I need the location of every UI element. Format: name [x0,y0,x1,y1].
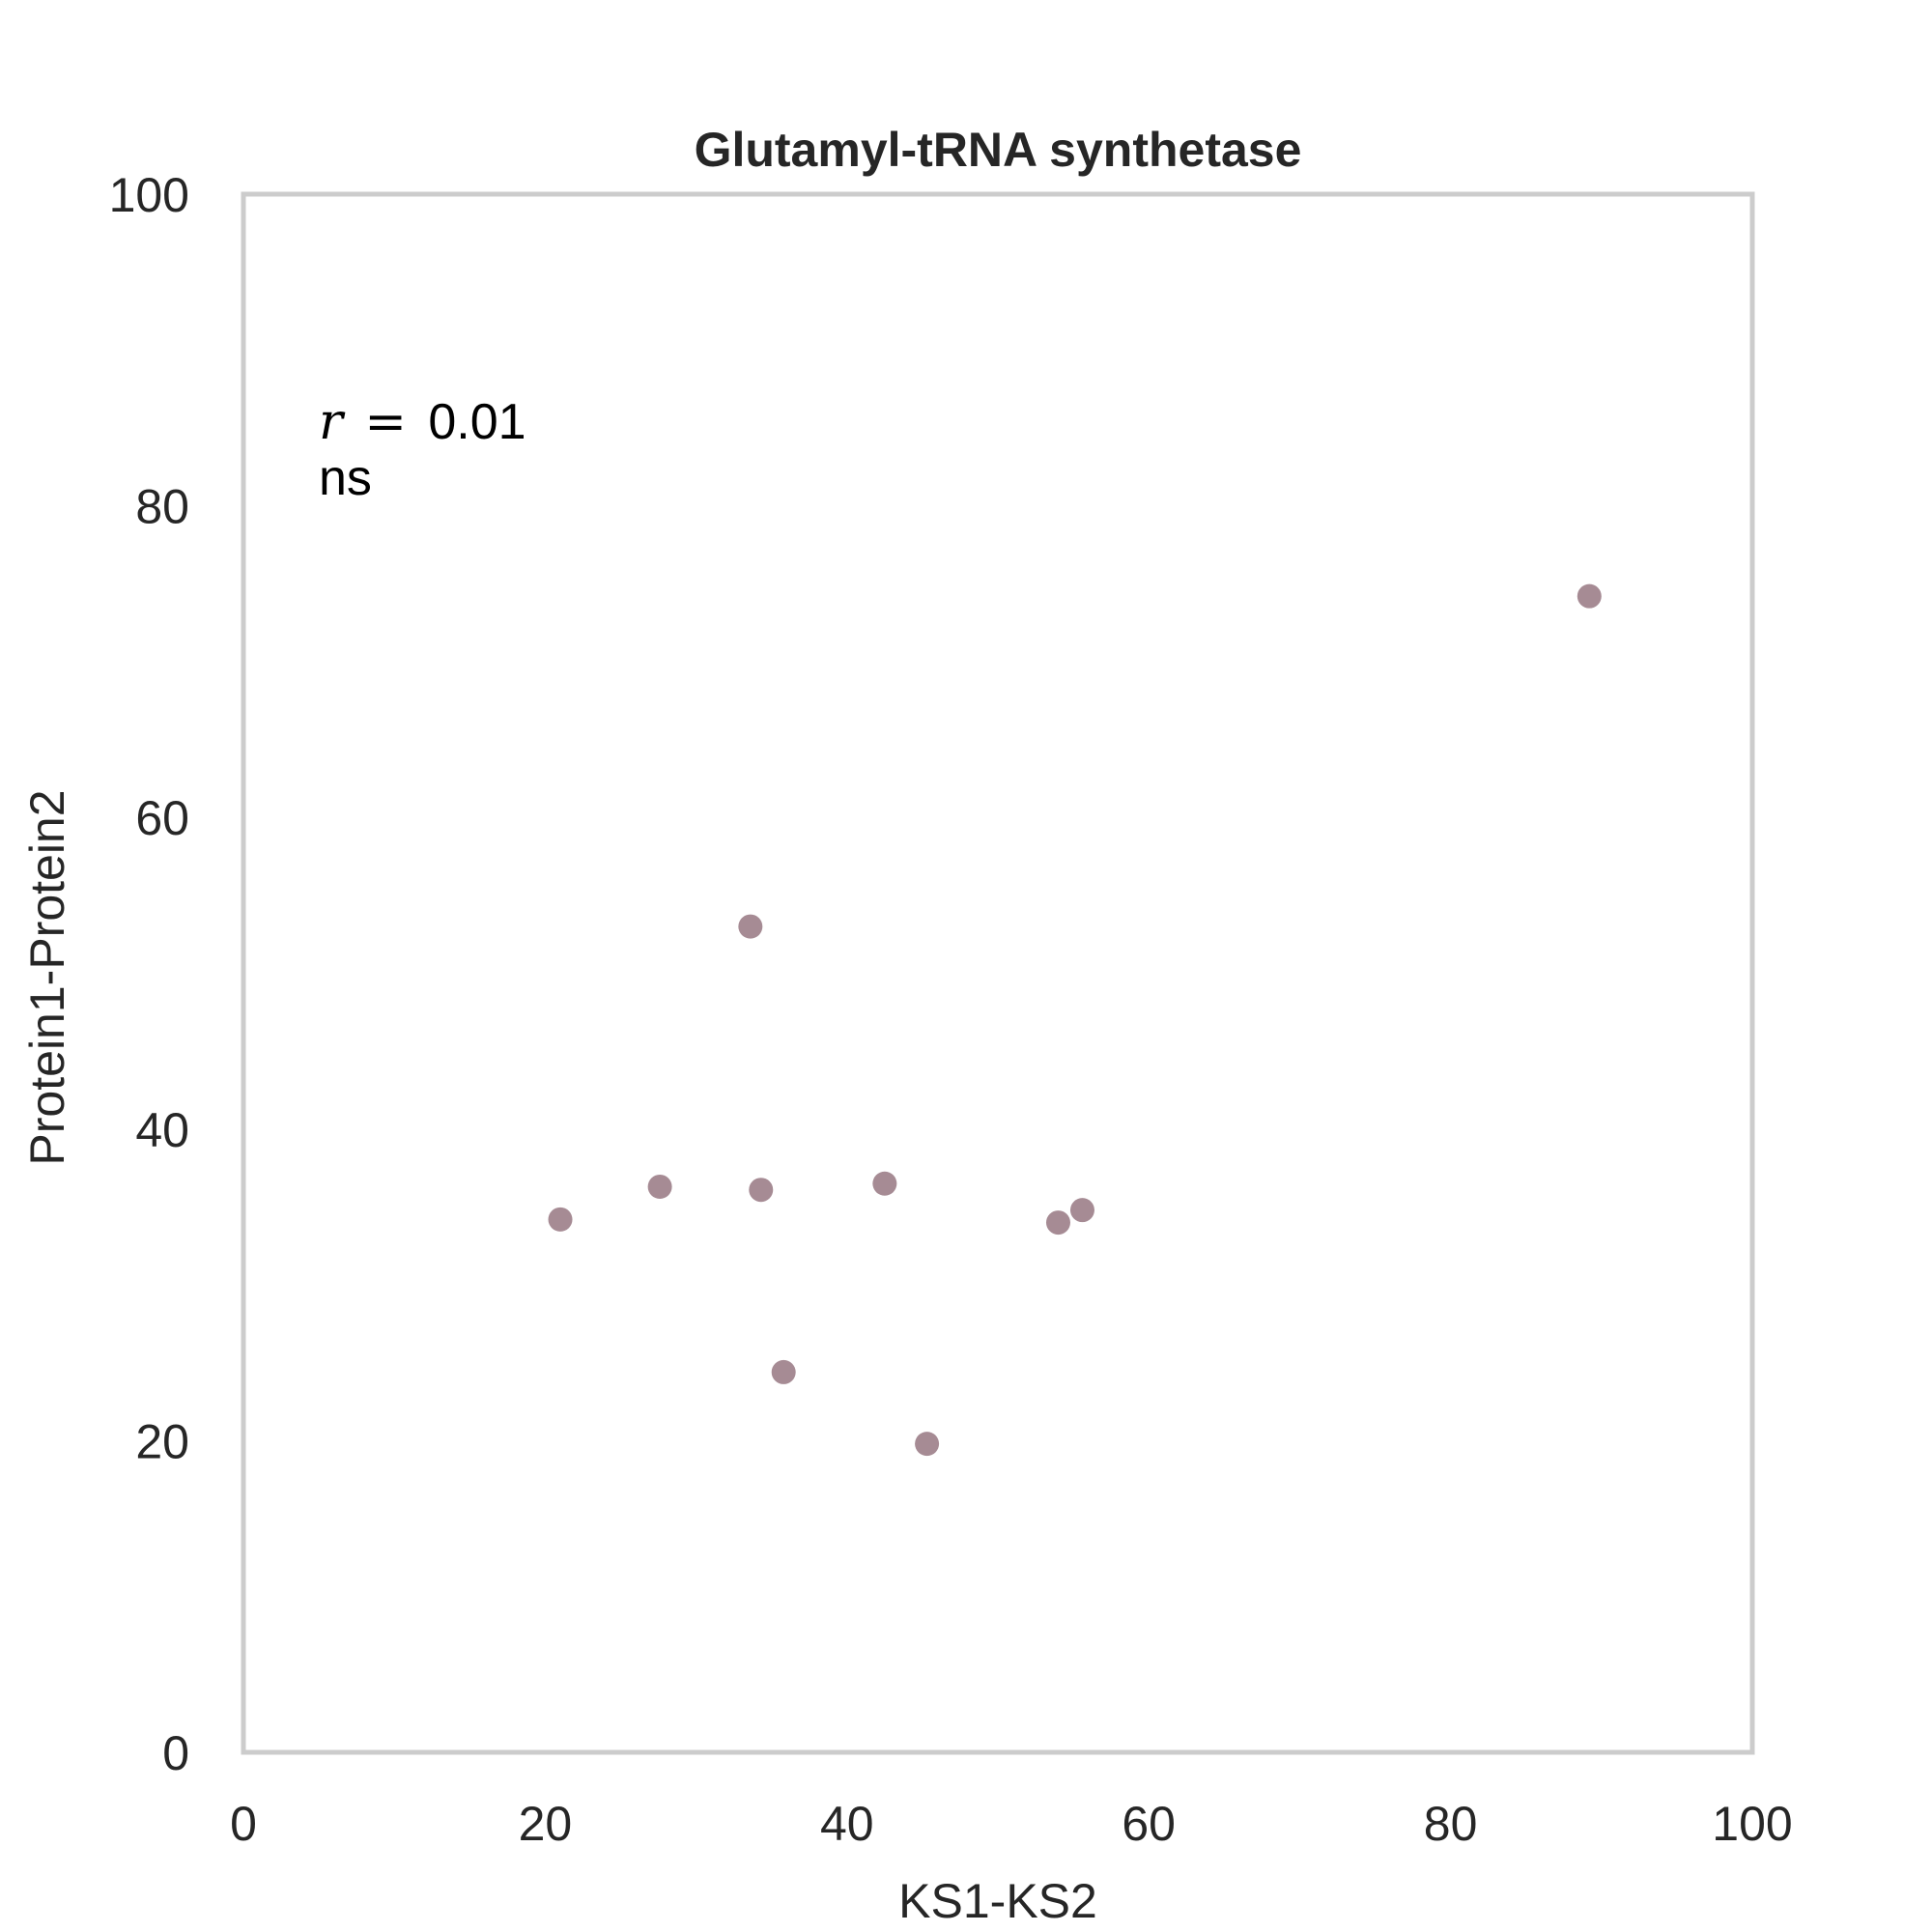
y-tick-label: 0 [162,1726,189,1780]
scatter-point [1069,1198,1094,1223]
x-tick-label: 40 [820,1797,874,1851]
scatter-point [548,1207,573,1232]
x-tick-label: 60 [1122,1797,1176,1851]
scatter-point [1045,1210,1070,1236]
r-symbol: r [319,393,346,451]
y-tick-label: 60 [135,791,189,845]
y-tick-label: 100 [109,168,189,222]
scatter-point [749,1178,774,1203]
scatter-point [738,914,763,939]
y-tick-label: 40 [135,1103,189,1157]
scatter-point [647,1174,672,1199]
x-tick-label: 100 [1712,1797,1792,1851]
correlation-annotation: r = 0.01 ns [319,393,526,506]
y-axis-label: Protein1-Protein2 [20,789,74,1165]
y-tick-label: 80 [135,480,189,534]
scatter-point [771,1359,796,1384]
x-axis-label: KS1-KS2 [898,1874,1097,1928]
significance-label: ns [319,450,372,506]
chart-title: Glutamyl-tRNA synthetase [695,123,1302,177]
x-tick-labels: 0 20 40 60 80 100 [230,1797,1793,1851]
marks-layer [548,583,1602,1457]
plot-frame [241,191,1755,1755]
x-tick-label: 0 [230,1797,257,1851]
y-tick-labels: 0 20 40 60 80 100 [109,168,189,1780]
r-value: 0.01 [428,394,526,450]
r-annotation: r = 0.01 [319,393,526,451]
y-tick-label: 20 [135,1414,189,1468]
r-equals: = [364,393,407,451]
x-tick-label: 20 [519,1797,573,1851]
x-tick-label: 80 [1424,1797,1478,1851]
scatter-point [872,1171,897,1196]
scatter-point [1577,583,1602,609]
scatter-point [915,1432,940,1457]
